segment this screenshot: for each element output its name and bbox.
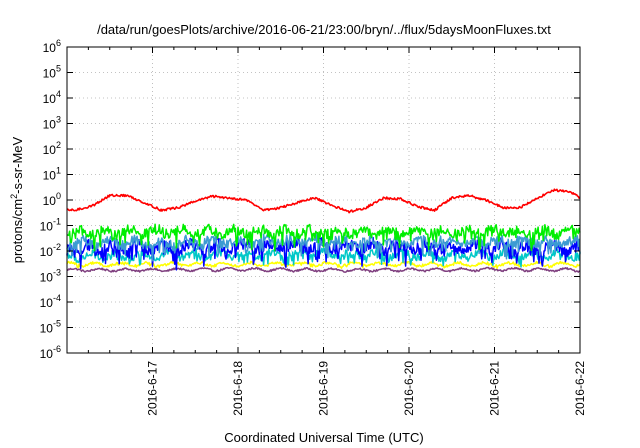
y-axis-label-pre: protons/cm xyxy=(10,199,25,263)
y-tick-label: 100 xyxy=(43,191,61,208)
axes: 10-6 10-5 10-4 10-3 10-2 10-1 100 101 102 103 104 1… xyxy=(40,38,587,416)
y-tick-label: 104 xyxy=(43,89,61,106)
data-series xyxy=(66,188,581,273)
x-tick-label: 2016-6-20 xyxy=(402,361,416,416)
x-tick-label: 2016-6-21 xyxy=(488,361,502,416)
y-tick-label: 105 xyxy=(43,64,61,81)
y-axis-label-sup: 2 xyxy=(9,194,19,199)
y-tick-label: 10-2 xyxy=(40,242,61,259)
y-tick-label: 10-1 xyxy=(40,217,61,234)
series-line xyxy=(66,223,581,252)
y-tick-label: 103 xyxy=(43,115,61,132)
chart-title: /data/run/goesPlots/archive/2016-06-21/2… xyxy=(97,22,551,37)
y-tick-label: 10-4 xyxy=(40,293,61,310)
y-axis-label: protons/cm2-s-sr-MeV xyxy=(9,136,25,263)
series-line xyxy=(66,188,581,214)
x-tick-label: 2016-6-19 xyxy=(317,361,331,416)
y-tick-label: 101 xyxy=(43,166,61,183)
plot-frame xyxy=(66,46,581,354)
x-tick-label: 2016-6-22 xyxy=(573,361,587,416)
y-axis-label-post: -s-sr-MeV xyxy=(10,136,25,193)
x-tick-label: 2016-6-18 xyxy=(231,361,245,416)
y-tick-label: 10-6 xyxy=(40,344,61,361)
y-tick-label: 106 xyxy=(43,38,61,55)
x-axis-label: Coordinated Universal Time (UTC) xyxy=(224,430,423,445)
grid xyxy=(67,47,580,353)
y-tick-label: 102 xyxy=(43,140,61,157)
series-line xyxy=(66,266,581,273)
x-tick-label: 2016-6-17 xyxy=(146,361,160,416)
y-tick-label: 10-5 xyxy=(40,319,61,336)
y-tick-label: 10-3 xyxy=(40,268,61,285)
